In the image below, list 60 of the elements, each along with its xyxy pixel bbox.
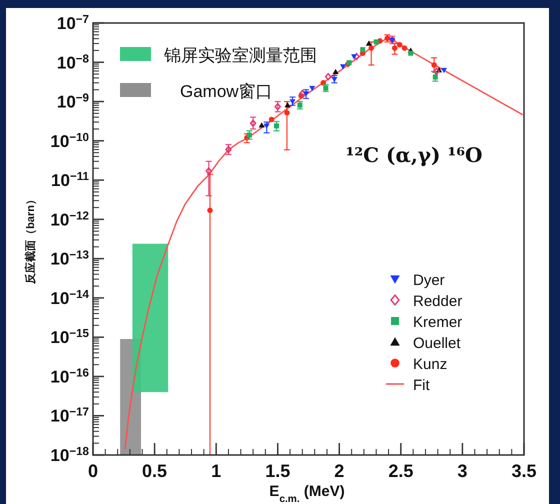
point <box>284 110 290 116</box>
point <box>299 90 306 98</box>
point <box>360 47 366 52</box>
x-axis-title: E$_{c.m.}$ (MeV) <box>269 483 345 504</box>
point <box>289 99 296 105</box>
point <box>225 146 232 154</box>
y-tick-label: 10$^{−18}$ <box>50 444 90 465</box>
y-tick-label: 10$^{−7}$ <box>56 12 89 33</box>
point <box>309 86 316 92</box>
x-tick-label: 2 <box>334 461 344 481</box>
legend-label: Fit <box>413 377 430 394</box>
x-tick-label: 1 <box>211 461 222 481</box>
legend-label: Ouellet <box>413 335 462 352</box>
point <box>340 64 346 70</box>
legend-label: Dyer <box>413 272 445 289</box>
point <box>431 62 437 68</box>
x-tick-label: 3 <box>457 461 468 481</box>
y-tick-label: 10$^{−8}$ <box>56 52 90 72</box>
point <box>366 40 372 46</box>
point <box>351 54 358 60</box>
point <box>274 123 279 128</box>
y-tick-label: 10$^{−12}$ <box>50 208 89 230</box>
legend-label: Redder <box>413 293 462 310</box>
point <box>392 45 398 51</box>
y-tick-label: 10$^{−16}$ <box>50 366 90 386</box>
legend-label: Kunz <box>413 356 448 373</box>
point <box>207 208 213 214</box>
point <box>432 74 438 80</box>
y-axis-title: 反应截面（barn） <box>24 194 37 285</box>
point <box>258 122 265 128</box>
point <box>268 116 274 122</box>
point <box>440 68 447 74</box>
y-tick-label: 10$^{−13}$ <box>50 248 90 269</box>
point <box>264 124 270 129</box>
annotation: ¹²C (α,γ) ¹⁶O <box>346 143 482 167</box>
point <box>325 72 332 80</box>
x-tick-label: 0.5 <box>142 461 168 481</box>
point <box>274 102 281 110</box>
point <box>368 45 374 51</box>
y-tick-label: 10$^{−17}$ <box>50 405 89 426</box>
point <box>396 42 402 48</box>
x-tick-label: 1.5 <box>265 461 290 481</box>
legend-label: 锦屏实验室测量范围 <box>163 46 317 65</box>
line-series <box>124 36 524 450</box>
point <box>374 39 379 44</box>
y-tick-label: 10$^{−9}$ <box>56 91 90 112</box>
point <box>250 120 256 127</box>
y-tick-label: 10$^{−11}$ <box>51 170 90 190</box>
legend-label: Gamow窗口 <box>180 82 273 101</box>
y-tick-label: 10$^{−14}$ <box>50 287 90 308</box>
point <box>402 45 408 51</box>
point <box>331 76 338 82</box>
y-tick-label: 10$^{−10}$ <box>50 130 89 151</box>
legend-label: Kremer <box>413 314 462 331</box>
x-tick-label: 2.5 <box>388 461 414 481</box>
x-tick-label: 0 <box>88 461 98 481</box>
point <box>408 50 414 56</box>
y-tick-label: 10$^{−15}$ <box>50 326 90 348</box>
x-tick-label: 3.5 <box>511 461 537 481</box>
point <box>303 91 310 97</box>
